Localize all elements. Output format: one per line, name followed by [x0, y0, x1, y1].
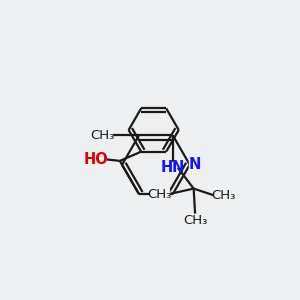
Text: CH₃: CH₃	[211, 190, 235, 202]
Text: CH₃: CH₃	[148, 188, 172, 201]
Bar	[185, 215, 205, 225]
Bar	[159, 162, 175, 173]
Text: H: H	[161, 160, 173, 175]
Bar	[150, 189, 169, 200]
Bar	[214, 191, 233, 201]
Text: N: N	[189, 157, 201, 172]
Text: CH₃: CH₃	[90, 129, 114, 142]
Bar	[93, 130, 112, 141]
Bar	[189, 159, 201, 171]
Text: N: N	[172, 160, 184, 175]
Text: HO: HO	[84, 152, 109, 167]
Text: CH₃: CH₃	[183, 214, 207, 226]
Bar	[87, 154, 105, 165]
